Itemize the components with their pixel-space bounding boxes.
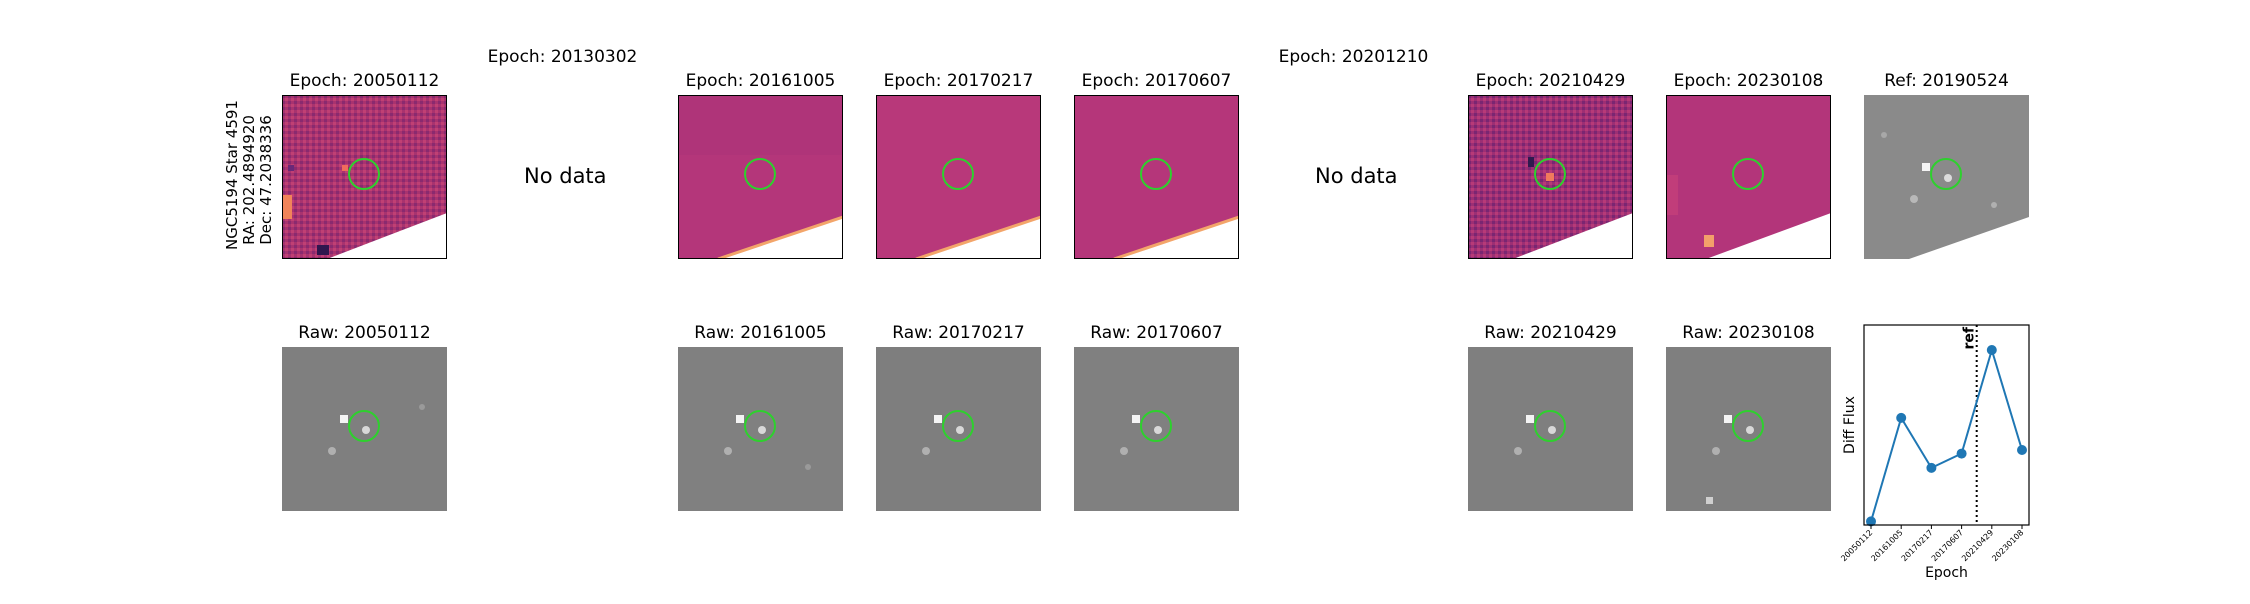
raw-title-20170217: Raw: 20170217 <box>892 323 1025 343</box>
diff-panel-20170217 <box>876 95 1042 261</box>
no-data-20130302: No data <box>524 164 607 188</box>
raw-title-20230108: Raw: 20230108 <box>1682 323 1815 343</box>
data-point-20210429 <box>1986 345 1997 355</box>
data-point-20161005 <box>1896 412 1907 423</box>
panel-frame <box>876 95 1041 259</box>
diff-panel-20050112 <box>282 95 447 259</box>
target-ring <box>1140 158 1172 190</box>
panel-frame <box>1074 95 1239 259</box>
diff-panel-20170607 <box>1074 95 1240 261</box>
raw-title-20170607: Raw: 20170607 <box>1090 323 1223 343</box>
lightcurve-chart: ref 20050112 20161005 20170217 20170607 20210… <box>1830 310 2060 600</box>
diff-title-20210429: Epoch: 20210429 <box>1475 71 1626 91</box>
target-ring <box>348 410 380 442</box>
no-data-20201210: No data <box>1315 164 1398 188</box>
raw-title-20161005: Raw: 20161005 <box>694 323 827 343</box>
data-point-20050112 <box>1866 516 1876 527</box>
x-tick-label-20230108: 20230108 <box>1990 528 2025 563</box>
target-ring <box>942 158 974 190</box>
target-ring <box>744 410 776 442</box>
target-ring <box>1534 410 1566 442</box>
data-point-20230108 <box>2017 445 2027 455</box>
lightcurve-svg: ref2005011220161005201702172017060720210… <box>1839 324 2030 581</box>
target-ring <box>348 158 380 190</box>
raw-panel-20050112 <box>282 347 447 511</box>
target-ring <box>744 158 776 190</box>
target-ring <box>1732 410 1764 442</box>
plot-frame <box>1863 324 2030 526</box>
raw-panel-20170607 <box>1074 347 1239 511</box>
x-tick-label-20170607: 20170607 <box>1930 528 1965 563</box>
ref-title: Ref: 20190524 <box>1884 71 2009 91</box>
star-name: NGC5194 Star 4591 <box>223 100 241 250</box>
target-ring <box>942 410 974 442</box>
target-ring <box>1732 158 1764 190</box>
target-ring <box>1140 410 1172 442</box>
diff-title-20230108: Epoch: 20230108 <box>1673 71 1824 91</box>
star-dec: Dec: 47.2038336 <box>257 115 275 245</box>
x-tick-label-20210429: 20210429 <box>1960 528 1995 563</box>
diff-title-20170217: Epoch: 20170217 <box>883 71 1034 91</box>
diff-title-20201210: Epoch: 20201210 <box>1278 47 1429 67</box>
diff-panel-20161005 <box>678 95 844 261</box>
diff-title-20050112: Epoch: 20050112 <box>289 71 440 91</box>
y-axis-label: Diff Flux <box>1842 396 1858 454</box>
diff-title-20130302: Epoch: 20130302 <box>487 47 638 67</box>
diff-panel-20230108 <box>1666 95 1831 259</box>
raw-title-20210429: Raw: 20210429 <box>1484 323 1617 343</box>
diff-title-20161005: Epoch: 20161005 <box>685 71 836 91</box>
panel-frame <box>1468 95 1633 259</box>
x-tick-label-20170217: 20170217 <box>1900 528 1935 563</box>
x-tick-label-20161005: 20161005 <box>1869 528 1904 563</box>
star-label: NGC5194 Star 4591 RA: 202.4894920 Dec: 4… <box>223 100 275 250</box>
panel-frame <box>282 95 447 259</box>
ref-panel <box>1864 95 2029 259</box>
diff-title-20170607: Epoch: 20170607 <box>1081 71 1232 91</box>
raw-panel-20170217 <box>876 347 1041 511</box>
raw-title-20050112: Raw: 20050112 <box>298 323 431 343</box>
ref-line-label: ref <box>1962 326 1978 349</box>
data-point-20170607 <box>1956 448 1967 459</box>
panel-frame <box>1666 95 1831 259</box>
data-point-20170217 <box>1926 462 1937 473</box>
star-ra: RA: 202.4894920 <box>240 115 258 245</box>
raw-panel-20210429 <box>1468 347 1633 511</box>
series-line <box>1870 346 2023 522</box>
target-ring <box>1930 158 1962 190</box>
raw-panel-20230108 <box>1666 347 1831 511</box>
x-axis-label: Epoch <box>1925 565 1968 581</box>
raw-panel-20161005 <box>678 347 843 511</box>
target-ring <box>1534 158 1566 190</box>
diff-image-20161005 <box>678 95 844 261</box>
diff-panel-20210429 <box>1468 95 1633 259</box>
panel-frame <box>678 95 843 259</box>
